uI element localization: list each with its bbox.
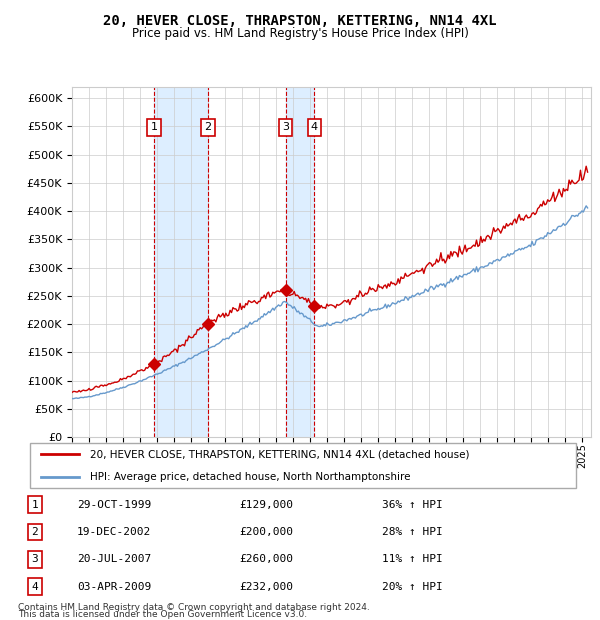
Text: 29-OCT-1999: 29-OCT-1999: [77, 500, 151, 510]
Text: 03-APR-2009: 03-APR-2009: [77, 582, 151, 591]
Text: 19-DEC-2002: 19-DEC-2002: [77, 527, 151, 537]
Text: 11% ↑ HPI: 11% ↑ HPI: [382, 554, 443, 564]
Text: £129,000: £129,000: [239, 500, 293, 510]
Text: 20, HEVER CLOSE, THRAPSTON, KETTERING, NN14 4XL (detached house): 20, HEVER CLOSE, THRAPSTON, KETTERING, N…: [90, 450, 470, 459]
Text: 36% ↑ HPI: 36% ↑ HPI: [382, 500, 443, 510]
Text: 1: 1: [32, 500, 38, 510]
FancyBboxPatch shape: [30, 443, 576, 488]
Text: 4: 4: [311, 123, 318, 133]
Text: Price paid vs. HM Land Registry's House Price Index (HPI): Price paid vs. HM Land Registry's House …: [131, 27, 469, 40]
Text: HPI: Average price, detached house, North Northamptonshire: HPI: Average price, detached house, Nort…: [90, 472, 410, 482]
Bar: [286, 87, 314, 437]
Text: 20-JUL-2007: 20-JUL-2007: [77, 554, 151, 564]
Text: £260,000: £260,000: [239, 554, 293, 564]
Text: 20% ↑ HPI: 20% ↑ HPI: [382, 582, 443, 591]
Text: 2: 2: [32, 527, 38, 537]
Text: This data is licensed under the Open Government Licence v3.0.: This data is licensed under the Open Gov…: [18, 610, 307, 619]
Bar: [154, 87, 208, 437]
Text: Contains HM Land Registry data © Crown copyright and database right 2024.: Contains HM Land Registry data © Crown c…: [18, 603, 370, 612]
Text: 28% ↑ HPI: 28% ↑ HPI: [382, 527, 443, 537]
Text: 1: 1: [151, 123, 158, 133]
Text: 3: 3: [282, 123, 289, 133]
Text: £200,000: £200,000: [239, 527, 293, 537]
Text: £232,000: £232,000: [239, 582, 293, 591]
Text: 20, HEVER CLOSE, THRAPSTON, KETTERING, NN14 4XL: 20, HEVER CLOSE, THRAPSTON, KETTERING, N…: [103, 14, 497, 28]
Text: 3: 3: [32, 554, 38, 564]
Text: 2: 2: [204, 123, 211, 133]
Text: 4: 4: [32, 582, 38, 591]
